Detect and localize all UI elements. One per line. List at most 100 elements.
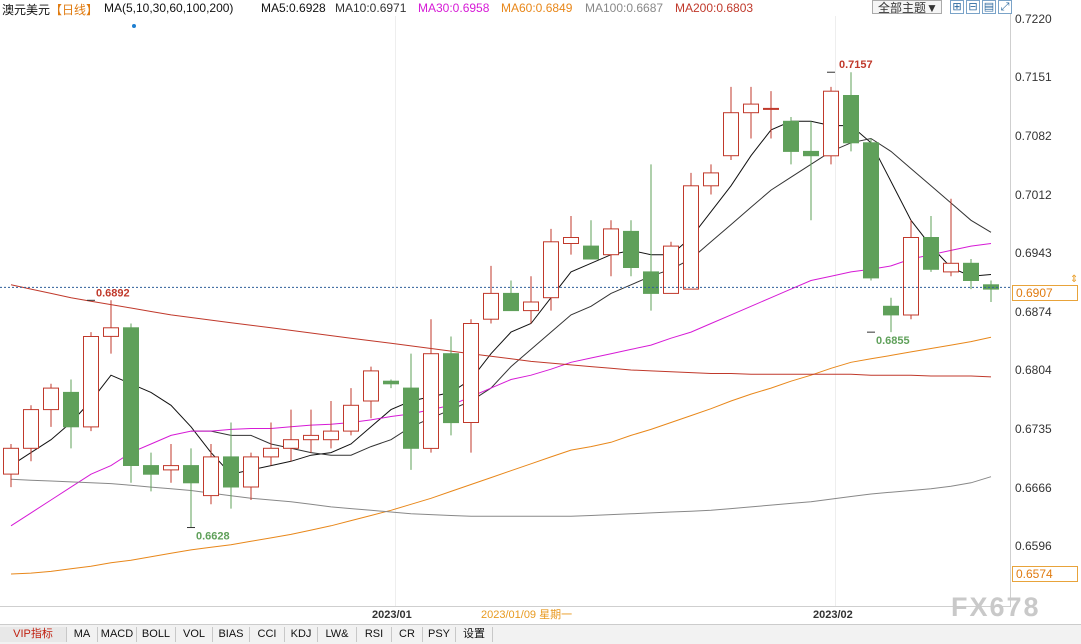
price-tick: 0.7012 <box>1015 188 1052 202</box>
price-tick: 0.6943 <box>1015 246 1052 260</box>
tab-vol[interactable]: VOL <box>176 627 213 642</box>
candle-body <box>363 370 379 402</box>
price-tick: 0.6666 <box>1015 481 1052 495</box>
candle <box>63 379 79 449</box>
ma-line-ma5 <box>10 120 992 475</box>
tab-psy[interactable]: PSY <box>423 627 456 642</box>
candle-body <box>883 305 899 316</box>
candle-body <box>623 230 639 268</box>
candle <box>823 86 839 165</box>
candle <box>623 220 639 277</box>
tab-cci[interactable]: CCI <box>250 627 285 642</box>
zoom-out-icon[interactable]: ⊟ <box>966 0 980 14</box>
candle-body <box>463 323 479 423</box>
tab-boll[interactable]: BOLL <box>137 627 176 642</box>
candle <box>643 164 659 311</box>
candle-body <box>943 262 959 273</box>
candle <box>83 332 99 432</box>
candle <box>243 452 259 500</box>
candle <box>123 323 139 483</box>
candle-body <box>723 112 739 157</box>
candle <box>23 405 39 462</box>
candle-body <box>563 237 579 244</box>
candle <box>43 383 59 427</box>
ma60-value: MA60:0.6849 <box>501 1 573 15</box>
candle-body <box>63 391 79 428</box>
candle-body <box>83 336 99 428</box>
candle <box>763 91 779 139</box>
candle-body <box>603 228 619 256</box>
zoom-in-icon[interactable]: ⊞ <box>950 0 964 14</box>
candle <box>943 198 959 277</box>
candle-body <box>783 120 799 152</box>
candle <box>783 116 799 165</box>
candle <box>3 444 19 488</box>
tab-rsi[interactable]: RSI <box>357 627 392 642</box>
candle <box>743 86 759 139</box>
tab-ma[interactable]: MA <box>67 627 98 642</box>
ma100-value: MA100:0.6687 <box>585 1 664 15</box>
candle <box>263 422 279 466</box>
ma-line-ma100 <box>10 476 992 517</box>
annotation-high1: 0.6892 <box>96 287 130 299</box>
candle <box>543 228 559 311</box>
tab-settings[interactable]: 设置 <box>456 627 493 642</box>
candle-body <box>823 90 839 157</box>
candle <box>903 220 919 320</box>
candle-body <box>743 103 759 114</box>
theme-select-button[interactable]: 全部主题▼ <box>872 0 942 15</box>
candle-body <box>683 185 699 290</box>
period-tag[interactable]: 【日线】 <box>50 3 99 17</box>
candle <box>663 241 679 294</box>
candle-body <box>323 430 339 441</box>
tab-cr[interactable]: CR <box>392 627 423 642</box>
candle <box>143 452 159 492</box>
ma-line-ma30 <box>10 243 992 527</box>
time-cursor-label: 2023/01/09 星期一 <box>481 608 572 621</box>
tab-vip[interactable]: VIP指标 <box>0 627 67 642</box>
candle-body <box>583 245 599 260</box>
candle-body <box>103 327 119 337</box>
symbol-name: 澳元美元 <box>2 3 51 17</box>
ma-params[interactable]: MA(5,10,30,60,100,200) <box>104 1 234 15</box>
candle-body <box>843 95 859 144</box>
chart-mode-icon[interactable]: ▤ <box>982 0 996 14</box>
high-low-annotations: 0.6892 0.6628 0.7157 0.6855 <box>87 59 910 543</box>
fullscreen-icon[interactable]: ⤢ <box>998 0 1012 14</box>
candle <box>223 422 239 509</box>
candle-body <box>283 439 299 449</box>
price-arrow-icon: ⇕ <box>1070 274 1079 285</box>
candle-body <box>123 327 139 466</box>
moving-average-lines <box>10 120 992 575</box>
ma-line-ma200 <box>10 284 992 378</box>
candle <box>363 366 379 419</box>
candle-body <box>383 380 399 385</box>
candle-body <box>143 465 159 475</box>
candle <box>563 215 579 255</box>
bottom-price-box: 0.6574 <box>1012 566 1078 582</box>
candle <box>163 444 179 483</box>
annotation-high2: 0.7157 <box>839 59 873 71</box>
tab-macd[interactable]: MACD <box>98 627 137 642</box>
candlestick-chart[interactable]: 0.6892 0.6628 0.7157 0.6855 2023/01 2023/01… <box>0 0 1011 624</box>
candle <box>443 336 459 436</box>
tab-bias[interactable]: BIAS <box>213 627 250 642</box>
tab-kdj[interactable]: KDJ <box>285 627 318 642</box>
candle-body <box>703 172 719 187</box>
candle <box>863 138 879 281</box>
candle <box>423 319 439 453</box>
candle-body <box>263 447 279 458</box>
tab-lw[interactable]: LW& <box>318 627 357 642</box>
ma200-value: MA200:0.6803 <box>675 1 754 15</box>
candle <box>523 276 539 324</box>
indicator-tabs: VIP指标 MA MACD BOLL VOL BIAS CCI KDJ LW& … <box>0 624 1081 644</box>
annotation-low1: 0.6628 <box>196 531 230 543</box>
candle <box>303 409 319 453</box>
ma5-value: MA5:0.6928 <box>261 1 326 15</box>
candle-body <box>963 262 979 281</box>
candle-body <box>663 245 679 294</box>
candle <box>483 265 499 324</box>
candle-body <box>543 241 559 299</box>
candle-body <box>643 271 659 294</box>
candle-body <box>523 301 539 312</box>
